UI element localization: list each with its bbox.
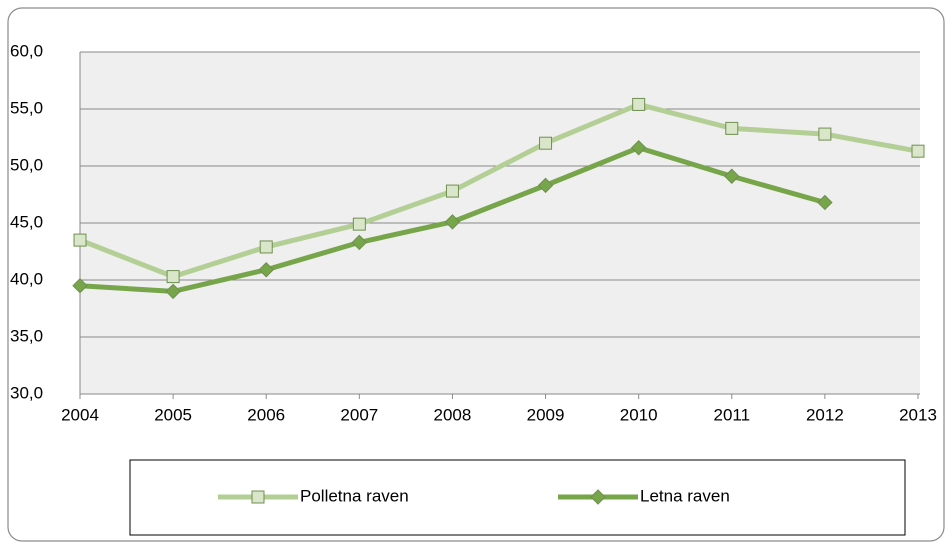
data-point	[724, 168, 740, 184]
data-point	[259, 240, 273, 254]
data-point	[165, 283, 181, 300]
data-point	[818, 127, 832, 141]
series-line	[79, 101, 919, 280]
data-point	[911, 144, 925, 158]
legend-marker	[590, 489, 606, 505]
data-point	[166, 270, 180, 284]
legend-label: Polletna raven	[300, 486, 409, 505]
y-tick-label: 55,0	[10, 98, 43, 117]
x-tick-label: 2012	[806, 405, 844, 424]
x-tick-label: 2010	[620, 405, 658, 424]
y-tick-label: 30,0	[10, 383, 43, 402]
data-point	[445, 184, 459, 198]
data-point	[351, 234, 368, 251]
x-tick-label: 2005	[154, 405, 192, 424]
data-point	[73, 233, 87, 247]
data-point	[444, 214, 461, 230]
data-point	[725, 121, 739, 135]
data-point	[630, 140, 647, 156]
y-tick-label: 50,0	[10, 155, 43, 174]
x-tick-label: 2004	[61, 405, 99, 424]
y-tick-label: 40,0	[10, 269, 43, 288]
legend-label: Letna raven	[640, 486, 730, 505]
legend-marker	[251, 490, 265, 504]
x-tick-label: 2007	[340, 405, 378, 424]
x-tick-label: 2008	[434, 405, 472, 424]
x-tick-label: 2013	[899, 405, 937, 424]
x-tick-label: 2006	[247, 405, 285, 424]
y-tick-label: 35,0	[10, 326, 43, 345]
x-tick-label: 2011	[713, 405, 750, 424]
data-point	[632, 97, 646, 111]
data-point	[352, 217, 366, 231]
data-point	[537, 177, 554, 194]
y-tick-label: 60,0	[10, 41, 43, 60]
data-point	[258, 262, 274, 278]
y-tick-label: 45,0	[10, 212, 43, 231]
data-point	[817, 194, 833, 211]
x-tick-label: 2009	[527, 405, 565, 424]
data-point	[72, 277, 88, 294]
data-point	[539, 136, 553, 150]
